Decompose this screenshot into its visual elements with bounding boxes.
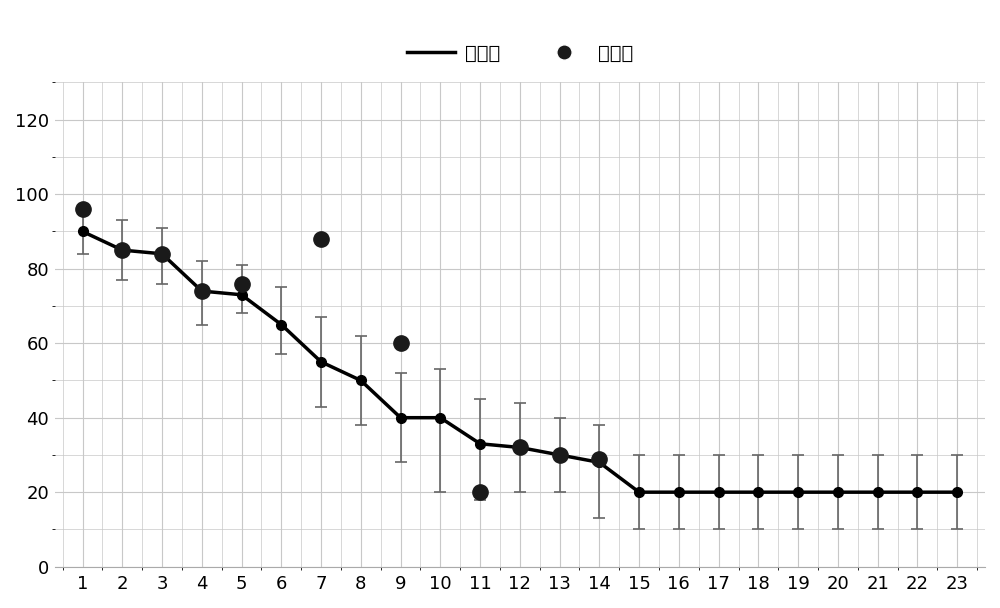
Point	[472, 488, 488, 497]
Point	[552, 450, 568, 460]
Point	[234, 278, 250, 288]
Point	[393, 338, 409, 348]
Point	[512, 443, 528, 452]
Point	[75, 204, 91, 214]
Point	[154, 249, 170, 258]
Legend: 正常値, 实际値: 正常値, 实际値	[407, 44, 633, 63]
Point	[591, 454, 607, 463]
Point	[313, 234, 329, 244]
Point	[114, 245, 130, 255]
Point	[194, 286, 210, 296]
